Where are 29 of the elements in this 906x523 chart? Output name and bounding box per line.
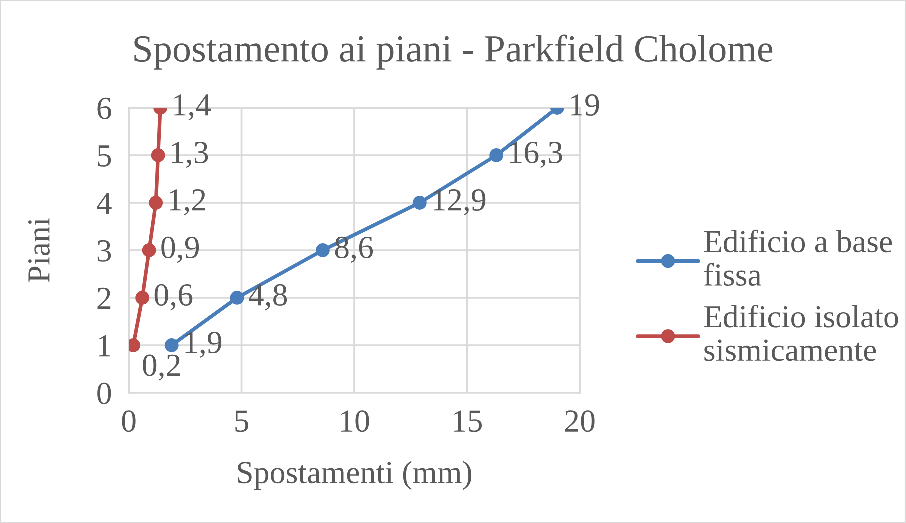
data-label: 1,9: [186, 332, 222, 358]
data-label: 16,3: [510, 142, 562, 168]
legend-label: Edificio isolato sismicamente: [704, 305, 898, 362]
data-label: 8,6: [335, 236, 374, 264]
data-label: 4,8: [248, 284, 288, 311]
x-tick-label: 10: [341, 410, 370, 432]
x-tick-label: 5: [236, 410, 249, 432]
y-tick-label: 0: [98, 382, 112, 404]
y-tick-label: 1: [99, 335, 110, 357]
y-axis-title: Piani: [28, 218, 50, 282]
data-label: 1,4: [174, 94, 212, 121]
x-tick-label: 0: [122, 410, 136, 432]
data-label: 12,9: [434, 190, 486, 216]
x-tick-label: 20: [565, 410, 595, 432]
chart-title: Spostamento ai piani - Parkfield Cholome: [134, 34, 773, 70]
y-tick-label: 2: [98, 288, 111, 310]
data-label: 1,3: [172, 142, 208, 168]
data-label: 19: [571, 94, 600, 116]
x-axis-title: Spostamenti (mm): [238, 461, 472, 490]
x-tick-label: 15: [454, 410, 482, 432]
y-tick-label: 4: [97, 193, 112, 214]
data-label: 0,9: [162, 236, 200, 264]
y-tick-label: 6: [98, 98, 112, 120]
data-label: 0,6: [154, 284, 193, 311]
y-tick-label: 5: [98, 146, 112, 167]
data-label: 1,2: [170, 190, 206, 216]
legend-label: Edificio a base fissa: [704, 230, 892, 286]
y-tick-label: 3: [98, 240, 112, 262]
data-label: 0,2: [143, 354, 180, 381]
